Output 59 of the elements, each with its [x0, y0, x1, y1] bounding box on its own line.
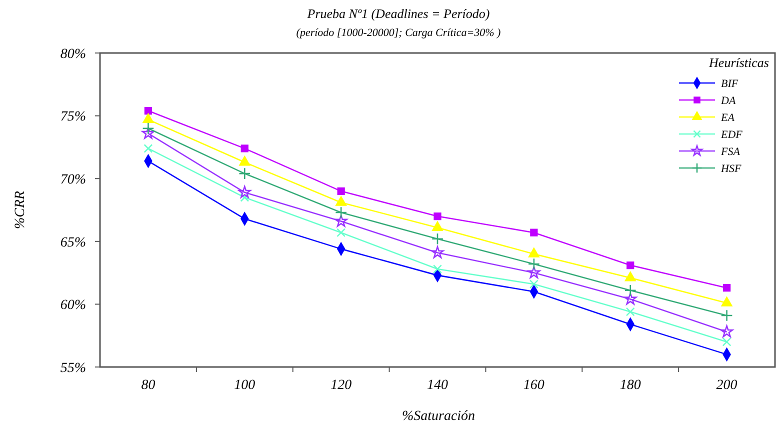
- point: [434, 212, 442, 220]
- point: [624, 292, 637, 305]
- point: [334, 214, 348, 227]
- point: [144, 144, 153, 153]
- point: [337, 187, 345, 195]
- point: [238, 186, 251, 198]
- point: [528, 258, 540, 270]
- point: [626, 307, 635, 316]
- x-tick-label: 100: [234, 378, 256, 393]
- legend-title: Heurísticas: [708, 55, 769, 70]
- point: [239, 156, 250, 166]
- legend-label: DA: [720, 94, 736, 107]
- point: [142, 113, 154, 123]
- x-tick-label: 160: [523, 378, 544, 393]
- y-axis-title: %CRR: [13, 190, 28, 230]
- point: [528, 266, 540, 278]
- legend-label: EA: [720, 112, 735, 124]
- x-tick-label: 140: [427, 378, 448, 393]
- point: [720, 309, 733, 322]
- point: [144, 106, 152, 115]
- point: [722, 337, 732, 346]
- legend-label: FSA: [720, 146, 740, 158]
- point: [624, 284, 636, 296]
- chart-title: Prueba Nº1 (Deadlines = Período): [306, 6, 490, 21]
- x-tick-label: 120: [330, 378, 352, 393]
- y-tick-label: 75%: [60, 110, 86, 125]
- point: [624, 272, 636, 282]
- x-axis-title: %Saturación: [402, 409, 476, 424]
- point: [335, 206, 348, 219]
- legend-label: HSF: [720, 162, 742, 175]
- point: [433, 264, 442, 274]
- y-tick-label: 60%: [60, 298, 86, 314]
- point: [240, 192, 250, 202]
- point: [626, 261, 634, 270]
- point: [238, 168, 251, 180]
- point: [336, 196, 347, 206]
- x-tick-label: 200: [716, 378, 738, 393]
- y-tick-label: 70%: [60, 172, 86, 188]
- point: [529, 280, 538, 289]
- point: [142, 126, 155, 139]
- x-tick-label: 180: [620, 378, 641, 393]
- x-tick-label: 80: [141, 378, 156, 393]
- point: [722, 284, 731, 292]
- y-tick-label: 55%: [60, 360, 86, 376]
- point: [142, 122, 154, 134]
- legend-label: EDF: [720, 128, 743, 141]
- point: [431, 232, 444, 245]
- y-tick-label: 80%: [60, 46, 86, 62]
- point: [432, 221, 443, 232]
- point: [431, 246, 444, 258]
- point: [528, 248, 540, 258]
- point: [720, 325, 734, 338]
- point: [721, 296, 732, 306]
- point: [336, 228, 346, 238]
- legend-label: BIF: [721, 78, 738, 90]
- point: [240, 144, 248, 152]
- y-tick-label: 65%: [60, 235, 86, 250]
- chart-subtitle: (período [1000-20000]; Carga Crítica=30% ): [296, 27, 502, 39]
- point: [530, 228, 538, 236]
